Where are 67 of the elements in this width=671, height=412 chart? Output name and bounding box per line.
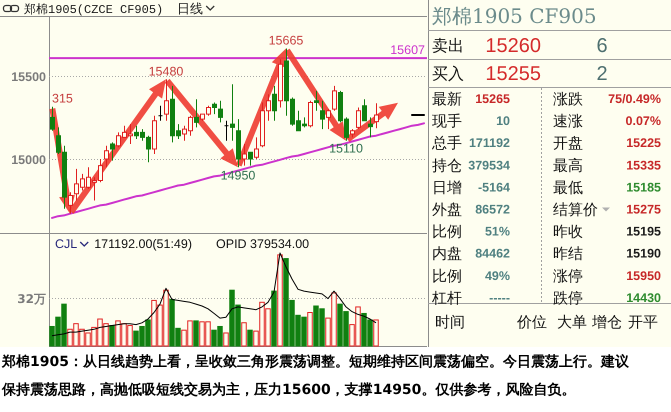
- card-value: 15950: [626, 268, 661, 283]
- card-value: 2: [596, 63, 608, 85]
- ref-line-label: 15607: [390, 43, 425, 58]
- card-value: 49%: [484, 268, 510, 283]
- card-label: 比例: [432, 266, 462, 285]
- card-value: 15225: [626, 136, 661, 150]
- card-value: 15275: [626, 202, 661, 216]
- card-value: 86572: [475, 202, 510, 216]
- card-value: 15335: [626, 158, 661, 172]
- card-label: 结算价: [553, 200, 598, 218]
- value-label: 14950: [220, 168, 256, 182]
- card-label: 比例: [432, 222, 462, 241]
- card-label: 日增: [432, 178, 462, 196]
- card-label: 开平: [628, 313, 658, 331]
- card-label: 速涨: [553, 112, 583, 130]
- card-label: 涨跌: [553, 90, 583, 108]
- card-value: 10: [496, 114, 510, 128]
- card-label: 外盘: [432, 200, 462, 218]
- card-label: 最新: [432, 90, 462, 108]
- card-label: 最低: [553, 178, 583, 196]
- card-label: 昨结: [553, 244, 583, 263]
- card-value: 14430: [626, 290, 661, 305]
- value-label: 15480: [148, 64, 184, 78]
- card-value: 15265: [475, 92, 510, 106]
- ytick-label: 15500: [11, 70, 46, 84]
- card-value: 15195: [626, 224, 661, 239]
- card-label: 杠杆: [432, 288, 462, 307]
- card-label: 价位: [517, 313, 547, 331]
- card-label: 卖出: [432, 36, 464, 55]
- value-label: 315: [52, 92, 73, 106]
- ytick-label: 15000: [11, 153, 46, 167]
- card-value: 15185: [626, 180, 661, 194]
- card-label: 持仓: [432, 156, 462, 174]
- ref-line-label: 32万: [17, 292, 46, 306]
- value-label: 15665: [268, 34, 304, 48]
- card-value: 51%: [484, 224, 510, 239]
- card-value: 15260: [485, 35, 541, 57]
- annotation: CJL: [55, 237, 78, 251]
- card-label: 开盘: [553, 134, 583, 152]
- card-label: 大单: [557, 313, 587, 331]
- card-label: 时间: [435, 313, 465, 331]
- card-value: -5164: [478, 180, 510, 194]
- card-value: 171192: [468, 136, 510, 150]
- card-value: 0.07%: [626, 114, 661, 128]
- card-label: 最高: [553, 156, 583, 174]
- card-label: 昨收: [553, 222, 583, 241]
- annotation: 郑棉1905：从日线趋势上看，呈收敛三角形震荡调整。短期维持区间震荡偏空。今日震荡上行。建议保持震荡思路，高抛低吸短线交易为主，压力15600，支撑14950。仅供参考，风险自负。: [0, 352, 630, 400]
- card-label: 增仓: [592, 313, 622, 331]
- card-value: 379534: [468, 158, 510, 172]
- card-value: 84462: [475, 246, 510, 261]
- card-value: -----: [489, 290, 510, 305]
- card-label: 内盘: [432, 244, 462, 263]
- card-value: 75/0.49%: [608, 92, 661, 106]
- title: 郑棉1905 CF905: [432, 4, 597, 28]
- card-label: 跌停: [553, 288, 583, 307]
- annotation: OPID 379534.00: [216, 237, 310, 251]
- card-value: 15190: [626, 246, 661, 261]
- card-value: 15255: [485, 63, 541, 85]
- card-label: 买入: [432, 64, 464, 83]
- annotation: 171192.00(51:49): [94, 237, 192, 251]
- card-label: 现手: [432, 112, 462, 130]
- subtitle: 日线: [177, 2, 204, 17]
- card-value: 6: [596, 35, 608, 57]
- card-label: 涨停: [553, 266, 583, 285]
- title: 郑棉1905(CZCE CF905): [24, 3, 164, 17]
- value-label: 15110: [329, 142, 363, 156]
- card-label: 总手: [432, 134, 462, 152]
